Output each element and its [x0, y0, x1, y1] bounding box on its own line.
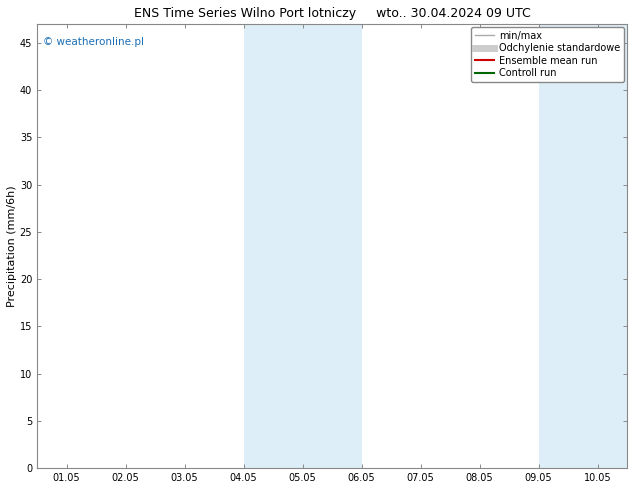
Y-axis label: Precipitation (mm/6h): Precipitation (mm/6h): [7, 185, 17, 307]
Bar: [243, 24, 361, 468]
Title: ENS Time Series Wilno Port lotniczy     wto.. 30.04.2024 09 UTC: ENS Time Series Wilno Port lotniczy wto.…: [134, 7, 531, 20]
Bar: [538, 24, 627, 468]
Text: © weatheronline.pl: © weatheronline.pl: [43, 37, 144, 47]
Legend: min/max, Odchylenie standardowe, Ensemble mean run, Controll run: min/max, Odchylenie standardowe, Ensembl…: [471, 27, 624, 82]
